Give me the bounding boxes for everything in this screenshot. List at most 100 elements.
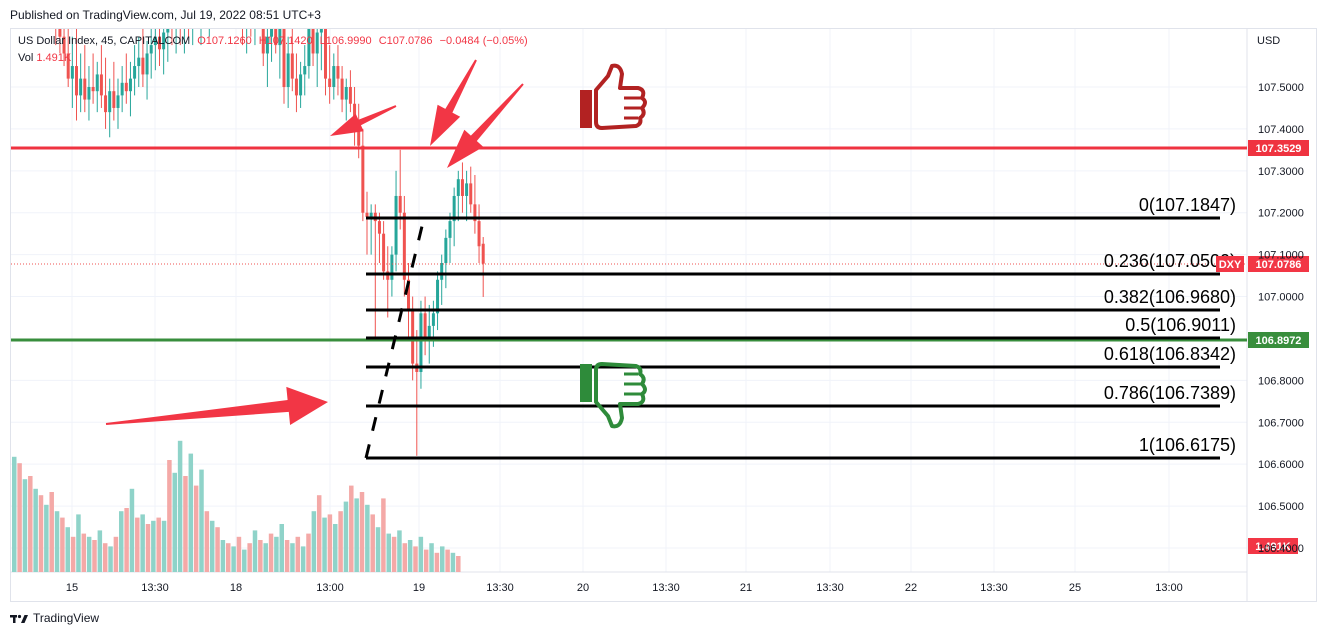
fib-level-label: 0.618(106.8342): [1104, 344, 1236, 364]
candle-body: [419, 313, 423, 372]
time-tick-label: 21: [740, 582, 752, 594]
thumbs-down-icon: [580, 362, 647, 429]
last-price-tag-bg: [1248, 256, 1309, 272]
footer-brand-text: TradingView: [33, 611, 100, 625]
candle-body: [137, 57, 141, 67]
price-tick-label: 107.5000: [1258, 82, 1304, 94]
volume-bars: [12, 440, 461, 572]
candle-body: [315, 32, 319, 54]
candle-body: [149, 45, 153, 54]
volume-bar: [402, 543, 408, 572]
volume-bar: [311, 511, 317, 572]
fib-trend-line: [364, 217, 426, 459]
volume-bar: [177, 440, 183, 572]
volume-bar: [397, 530, 402, 572]
candle-body: [286, 53, 290, 87]
candle-body: [473, 204, 477, 222]
candle-body: [407, 279, 410, 310]
volume-bar: [252, 530, 258, 572]
candle-body: [261, 29, 265, 54]
candle-body: [183, 3, 186, 24]
time-tick-label: 13:00: [1155, 582, 1183, 594]
candle-body: [377, 221, 381, 234]
candle-body: [369, 212, 373, 217]
volume-bar: [70, 536, 76, 572]
volume-bar: [434, 552, 440, 572]
volume-bar: [113, 536, 119, 572]
volume-bar: [429, 543, 434, 572]
candle-body: [145, 53, 149, 75]
candle-body: [465, 183, 469, 196]
footer-brand[interactable]: TradingView: [10, 611, 99, 625]
candle-body: [456, 179, 460, 196]
volume-bar: [354, 498, 359, 572]
candle-body: [319, 29, 323, 33]
price-tick-label: 106.6000: [1258, 459, 1304, 471]
candle-body: [70, 66, 74, 79]
price-tick-label: 107.2000: [1258, 208, 1304, 220]
volume-bar: [263, 543, 268, 572]
candle-body: [440, 263, 444, 280]
candle-body: [204, 0, 207, 3]
candle-body: [253, 0, 256, 16]
volume-bar: [316, 495, 322, 572]
volume-bar: [391, 536, 397, 572]
currency-label: USD: [1257, 35, 1281, 47]
volume-bar: [28, 476, 33, 572]
volume-bar: [450, 552, 456, 572]
candle-body: [365, 212, 369, 217]
candle-body: [99, 74, 103, 96]
candle-body: [166, 29, 170, 33]
candle-body: [328, 78, 332, 87]
volume-bar: [33, 488, 38, 572]
volume-bar: [44, 504, 49, 572]
published-note: Published on TradingView.com, Jul 19, 20…: [10, 8, 321, 22]
fib-level-label: 0.5(106.9011): [1125, 315, 1236, 335]
volume-bar: [445, 549, 450, 572]
candle-body: [357, 128, 361, 146]
candle-body: [294, 78, 298, 96]
chart-frame[interactable]: [10, 28, 1317, 602]
time-axis: 15 13:30 18 13:00 19 13:30 20 13:30 21 13:30 22 13:…: [66, 582, 1183, 594]
volume-bar: [17, 463, 22, 572]
candle-body: [481, 243, 485, 264]
fib-level-label: 0.786(106.7389): [1104, 383, 1236, 403]
candle-body: [95, 74, 99, 92]
thumbs-up-icon-cuff: [580, 90, 592, 128]
candle-body: [427, 325, 431, 339]
candle-body: [249, 3, 252, 16]
candles: [55, 0, 485, 456]
candle-body: [79, 78, 83, 96]
volume-bar: [418, 536, 424, 572]
volume-bar: [12, 456, 17, 572]
arrow-to-rejection: [447, 83, 524, 168]
candle-body: [303, 66, 307, 75]
candle-body: [141, 57, 145, 75]
volume-bar: [119, 511, 124, 572]
candle-body: [282, 29, 286, 88]
volume-bar: [54, 511, 60, 572]
candle-body: [233, 0, 236, 3]
candle-body: [477, 221, 481, 247]
candle-body: [179, 12, 182, 25]
last-price-tag: 107.0786: [1256, 259, 1302, 271]
fib-level-label: 0.382(106.9680): [1104, 287, 1236, 307]
volume-bar: [188, 453, 194, 572]
candle-body: [444, 237, 448, 264]
volume-bar: [172, 472, 177, 572]
volume-bar: [322, 517, 327, 572]
volume-bar: [145, 524, 151, 572]
candle-body: [398, 195, 402, 213]
candle-body: [195, 0, 198, 12]
volume-bar: [338, 511, 343, 572]
time-tick-label: 20: [577, 582, 589, 594]
volume-bar: [215, 527, 220, 572]
volume-legend[interactable]: Vol 1.491K: [18, 52, 71, 64]
ohlc-change: −0.0484 (−0.05%): [439, 35, 528, 47]
candle-body: [460, 179, 464, 196]
volume-bar: [413, 546, 418, 572]
candle-body: [324, 29, 327, 79]
volume-bar: [284, 540, 290, 572]
symbol-legend[interactable]: US Dollar Index, 45, CAPITALCOM O107.126…: [18, 35, 532, 47]
